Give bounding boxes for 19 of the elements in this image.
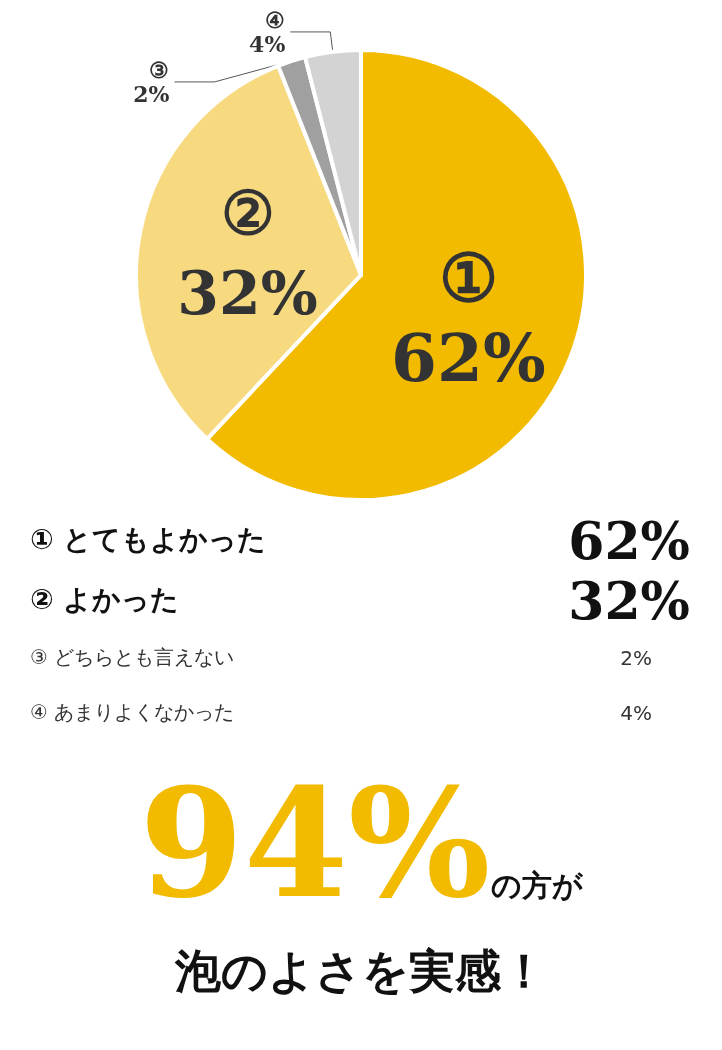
slice-label: ② [220, 178, 275, 249]
text: ② よかった [30, 582, 180, 618]
slice-label: ④ [265, 6, 286, 33]
text: 4% [620, 700, 653, 725]
data-label: 4% [249, 30, 286, 57]
text: 94% [139, 755, 491, 931]
data-label: 32% [177, 258, 318, 329]
text: 32% [568, 569, 690, 631]
data-label: 2% [133, 80, 170, 107]
text: 2% [620, 645, 653, 670]
data-label: 62% [391, 318, 546, 397]
text: ③ どちらとも言えない [30, 644, 235, 671]
text: ① とてもよかった [30, 522, 267, 558]
text: ④ あまりよくなかった [30, 699, 235, 726]
text: 62% [568, 509, 690, 571]
text: の方が [490, 868, 583, 903]
text: 泡のよさを実感！ [174, 943, 548, 1000]
slice-label: ① [438, 238, 498, 317]
slice-label: ③ [149, 56, 170, 83]
